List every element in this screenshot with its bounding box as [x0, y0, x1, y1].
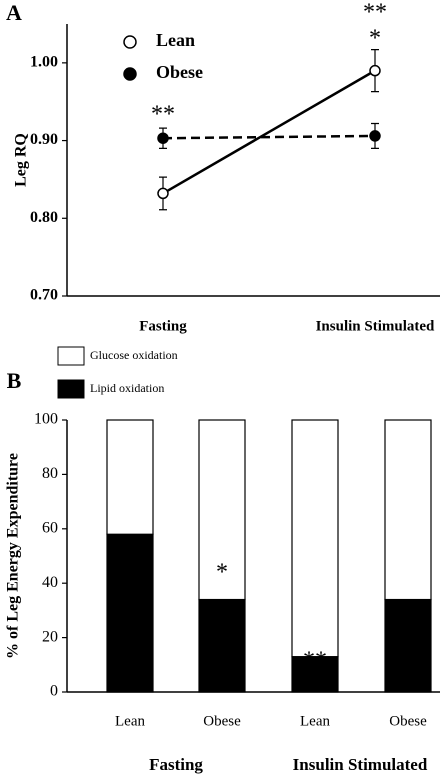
series-line: [162, 134, 376, 140]
legend-swatch: [57, 379, 85, 399]
y-tick-label: 1.00: [30, 54, 58, 71]
y-tick-label: 80: [42, 465, 58, 482]
legend-marker: [123, 67, 137, 81]
bar-segment: [291, 419, 339, 658]
bar-segment: [198, 419, 246, 601]
x-tick-label: Insulin Stimulated: [316, 318, 435, 334]
y-axis-label: Leg RQ: [13, 133, 30, 187]
marker: [369, 64, 381, 77]
x-tick-label: Lean: [115, 713, 145, 729]
marker: [157, 132, 169, 144]
annotation: **: [151, 102, 175, 128]
marker: [369, 130, 381, 142]
bar-segment: [384, 419, 432, 601]
annotation: **: [303, 648, 327, 674]
y-tick-label: 0.80: [30, 209, 58, 226]
legend-marker: [123, 35, 137, 49]
y-tick-label: 100: [34, 411, 58, 428]
legend-label: Lean: [156, 30, 195, 50]
y-tick-label: 0.70: [30, 287, 58, 304]
series-line: [162, 69, 376, 195]
bar-segment: [384, 598, 432, 693]
annotation: **: [363, 0, 387, 26]
legend-swatch: [57, 346, 85, 366]
y-tick-label: 60: [42, 519, 58, 536]
bar-segment: [106, 533, 154, 693]
legend-label: Glucose oxidation: [90, 348, 178, 362]
annotation: *: [369, 26, 381, 52]
y-tick-label: 0: [50, 683, 58, 700]
annotation: *: [216, 560, 228, 586]
legend-label: Obese: [156, 62, 203, 82]
y-axis-label: % of Leg Energy Expenditure: [5, 453, 22, 659]
bar-segment: [198, 598, 246, 693]
group-label: Insulin Stimulated: [293, 755, 428, 774]
bar-segment: [291, 656, 339, 693]
bar-segment: [106, 419, 154, 535]
legend-label: Lipid oxidation: [90, 381, 164, 395]
x-tick-label: Fasting: [139, 318, 187, 334]
group-label: Fasting: [149, 755, 203, 774]
x-tick-label: Lean: [300, 713, 330, 729]
x-tick-label: Obese: [389, 713, 427, 729]
panel-letter: B: [7, 368, 22, 393]
y-tick-label: 40: [42, 574, 58, 591]
panel-letter: A: [6, 0, 22, 25]
y-tick-label: 0.90: [30, 131, 58, 148]
y-tick-label: 20: [42, 628, 58, 645]
x-tick-label: Obese: [203, 713, 241, 729]
marker: [157, 187, 169, 200]
